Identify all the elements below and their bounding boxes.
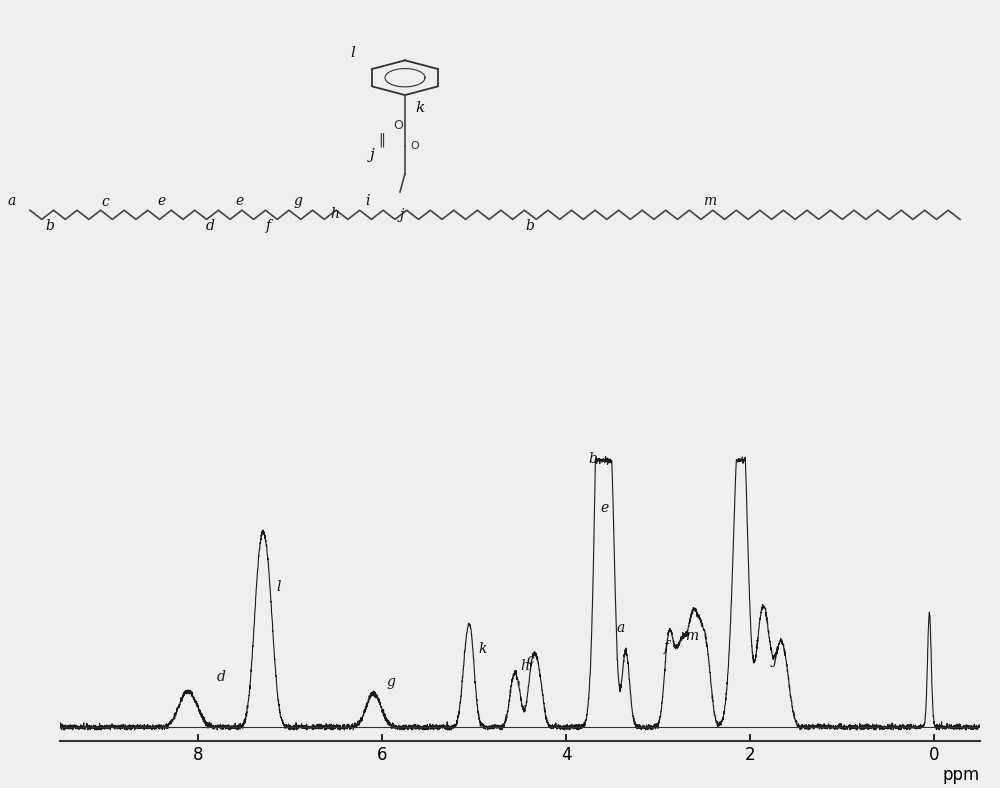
Text: k: k xyxy=(415,101,424,115)
Text: a: a xyxy=(616,621,624,634)
Text: O: O xyxy=(393,119,403,132)
Text: b: b xyxy=(588,452,597,466)
Text: h: h xyxy=(331,207,339,221)
Text: j: j xyxy=(400,208,404,222)
Text: g: g xyxy=(294,194,302,208)
Text: a: a xyxy=(8,194,16,208)
Text: e: e xyxy=(236,194,244,208)
Text: c: c xyxy=(526,653,534,667)
Text: d: d xyxy=(206,219,214,233)
Text: l: l xyxy=(350,46,355,60)
Text: f: f xyxy=(664,640,669,653)
Text: c: c xyxy=(101,195,109,209)
Text: e: e xyxy=(158,194,166,208)
Text: j: j xyxy=(370,148,375,162)
Text: e: e xyxy=(601,501,609,515)
Text: b: b xyxy=(526,219,534,233)
Text: l: l xyxy=(277,580,281,593)
Text: f: f xyxy=(265,219,271,233)
Text: j: j xyxy=(773,653,777,667)
X-axis label: ppm: ppm xyxy=(943,767,980,784)
Text: d: d xyxy=(217,670,225,683)
Text: ‖: ‖ xyxy=(378,133,385,147)
Text: h: h xyxy=(520,659,529,673)
Text: m: m xyxy=(685,629,698,643)
Text: m: m xyxy=(703,194,717,208)
Text: i: i xyxy=(366,194,370,208)
Text: k: k xyxy=(478,642,486,656)
Text: b: b xyxy=(46,219,54,233)
Text: i: i xyxy=(754,637,759,651)
Text: g: g xyxy=(387,675,396,689)
Text: O: O xyxy=(410,140,419,151)
